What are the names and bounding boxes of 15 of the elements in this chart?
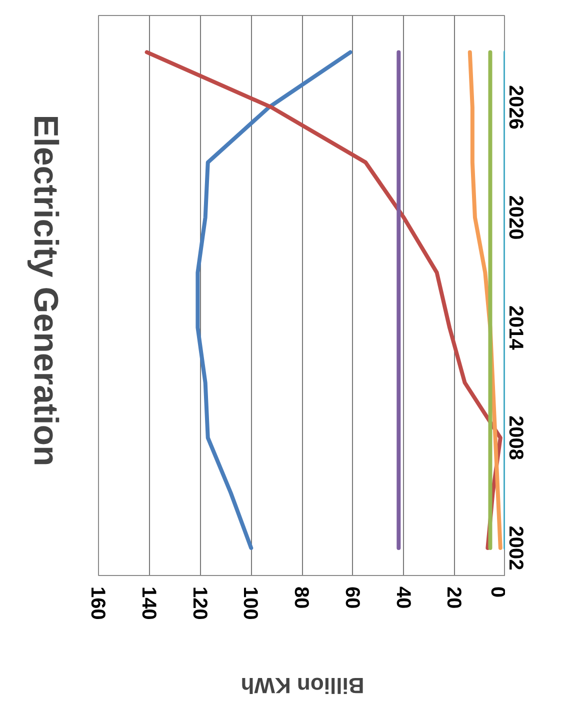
y-tick-label: 2020 [504, 195, 526, 240]
x-tick-label: 20 [442, 586, 465, 609]
y-tick-label: 2008 [504, 416, 526, 460]
x-tick-label: 120 [188, 586, 210, 620]
text: Electricity Generation [26, 114, 64, 466]
x-tick-label: 80 [290, 586, 312, 609]
x-tick-label: 60 [340, 586, 363, 609]
x-tick-label: 140 [137, 586, 160, 620]
x-tick-label: 160 [86, 586, 108, 620]
x-tick-label: 100 [239, 586, 262, 620]
x-axis-title: Billion KWh [240, 673, 364, 698]
y-tick-label: 2026 [504, 85, 526, 130]
x-tick-label: 40 [392, 586, 414, 609]
y-tick-label: 2014 [504, 305, 526, 351]
y-tick-label: 2002 [504, 526, 526, 570]
